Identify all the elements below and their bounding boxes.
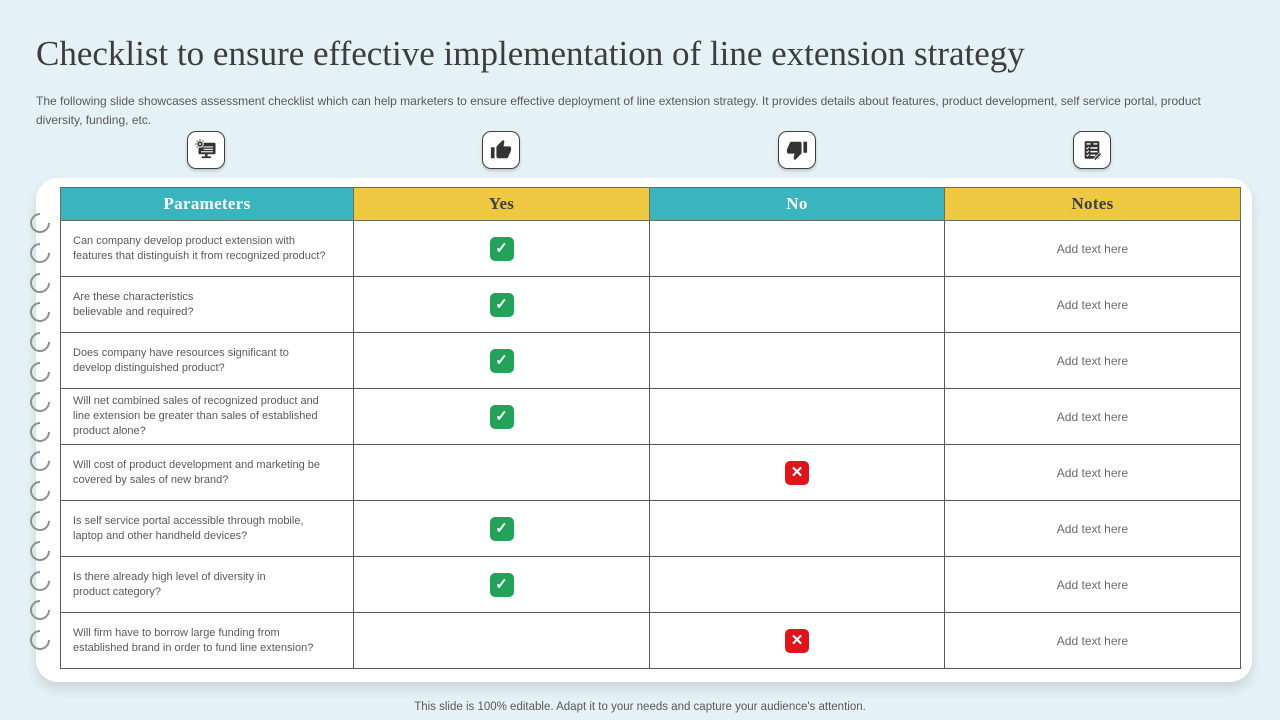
notes-cell[interactable]: Add text here bbox=[944, 276, 1241, 333]
notes-cell[interactable]: Add text here bbox=[944, 444, 1241, 501]
table-row: Will net combined sales of recognized pr… bbox=[60, 388, 1241, 445]
no-cell bbox=[649, 332, 945, 389]
parameter-cell: Are these characteristics believable and… bbox=[60, 276, 354, 333]
yes-cell: ✓ bbox=[353, 388, 650, 445]
no-cell bbox=[649, 220, 945, 277]
notes-cell[interactable]: Add text here bbox=[944, 220, 1241, 277]
yes-check-icon: ✓ bbox=[489, 404, 514, 429]
column-header-notes: Notes bbox=[944, 187, 1241, 221]
table-row: Will firm have to borrow large funding f… bbox=[60, 612, 1241, 669]
thumbs-up-icon bbox=[482, 131, 520, 169]
no-cell bbox=[649, 276, 945, 333]
parameter-cell: Will net combined sales of recognized pr… bbox=[60, 388, 354, 445]
yes-check-icon: ✓ bbox=[489, 572, 514, 597]
notes-cell[interactable]: Add text here bbox=[944, 388, 1241, 445]
yes-cell: ✓ bbox=[353, 556, 650, 613]
table-row: Is self service portal accessible throug… bbox=[60, 500, 1241, 557]
column-header-yes: Yes bbox=[353, 187, 650, 221]
no-cross-icon: ✕ bbox=[785, 460, 809, 485]
notes-cell[interactable]: Add text here bbox=[944, 332, 1241, 389]
page-title: Checklist to ensure effective implementa… bbox=[36, 34, 1025, 73]
yes-cell: ✓ bbox=[353, 500, 650, 557]
notes-cell[interactable]: Add text here bbox=[944, 500, 1241, 557]
parameter-cell: Is self service portal accessible throug… bbox=[60, 500, 354, 557]
no-cell bbox=[649, 500, 945, 557]
yes-check-icon: ✓ bbox=[489, 236, 514, 261]
parameter-cell: Will cost of product development and mar… bbox=[60, 444, 354, 501]
no-cell: ✕ bbox=[649, 444, 945, 501]
yes-check-icon: ✓ bbox=[489, 292, 514, 317]
no-cell bbox=[649, 388, 945, 445]
column-header-no: No bbox=[649, 187, 945, 221]
thumbs-down-icon bbox=[778, 131, 816, 169]
column-header-parameters: Parameters bbox=[60, 187, 354, 221]
parameter-cell: Is there already high level of diversity… bbox=[60, 556, 354, 613]
no-cell bbox=[649, 556, 945, 613]
table-row: Can company develop product extension wi… bbox=[60, 220, 1241, 277]
yes-check-icon: ✓ bbox=[489, 516, 514, 541]
parameter-cell: Does company have resources significant … bbox=[60, 332, 354, 389]
notes-cell[interactable]: Add text here bbox=[944, 612, 1241, 669]
yes-check-icon: ✓ bbox=[489, 348, 514, 373]
notes-cell[interactable]: Add text here bbox=[944, 556, 1241, 613]
no-cell: ✕ bbox=[649, 612, 945, 669]
parameter-cell: Will firm have to borrow large funding f… bbox=[60, 612, 354, 669]
yes-cell bbox=[353, 612, 650, 669]
table-row: Does company have resources significant … bbox=[60, 332, 1241, 389]
table-row: Will cost of product development and mar… bbox=[60, 444, 1241, 501]
checklist-table: Parameters Yes No Notes Can company deve… bbox=[60, 187, 1241, 669]
footer-note: This slide is 100% editable. Adapt it to… bbox=[414, 701, 866, 713]
yes-cell: ✓ bbox=[353, 332, 650, 389]
yes-cell: ✓ bbox=[353, 220, 650, 277]
parameter-cell: Can company develop product extension wi… bbox=[60, 220, 354, 277]
computer-settings-icon bbox=[187, 131, 225, 169]
yes-cell: ✓ bbox=[353, 276, 650, 333]
yes-cell bbox=[353, 444, 650, 501]
no-cross-icon: ✕ bbox=[785, 628, 809, 653]
checklist-notes-icon bbox=[1073, 131, 1111, 169]
table-row: Is there already high level of diversity… bbox=[60, 556, 1241, 613]
table-row: Are these characteristics believable and… bbox=[60, 276, 1241, 333]
header-row: Parameters Yes No Notes bbox=[60, 187, 1241, 221]
slide-description: The following slide showcases assessment… bbox=[36, 94, 1201, 128]
